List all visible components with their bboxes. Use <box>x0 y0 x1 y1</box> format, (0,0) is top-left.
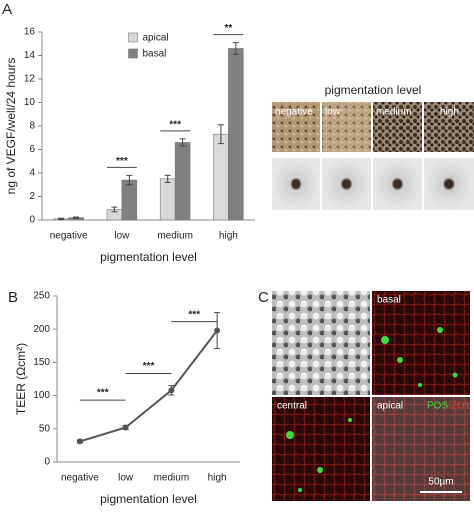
significance-label: *** <box>143 361 155 372</box>
pigmentation-photos <box>272 102 474 210</box>
micrographs <box>272 291 470 501</box>
panel-label: B <box>8 289 18 306</box>
y-tick-label: 14 <box>24 50 36 61</box>
y-tick-label: 0 <box>29 215 35 226</box>
y-tick-label: 10 <box>24 97 36 108</box>
micrograph <box>372 397 470 501</box>
photo-label: medium <box>376 107 412 118</box>
photo <box>373 102 422 152</box>
marker <box>122 424 129 431</box>
micrograph <box>272 397 370 501</box>
x-tick-label: high <box>219 231 238 242</box>
micrograph <box>272 291 370 395</box>
panel-label: A <box>2 1 12 18</box>
y-tick-label: 150 <box>33 357 50 368</box>
y-tick-label: 2 <box>29 191 35 202</box>
photo <box>424 102 474 152</box>
marker <box>168 387 175 394</box>
micro-label: apical <box>377 401 403 412</box>
scale-label: 50µm <box>428 477 453 488</box>
marker <box>214 327 221 334</box>
x-tick-label: medium <box>157 231 193 242</box>
y-tick-label: 6 <box>29 144 35 155</box>
x-tick-label: negative <box>50 231 88 242</box>
y-axis-label: TEER (Ωcm²) <box>14 343 28 415</box>
significance-label: *** <box>116 156 128 167</box>
legend-swatch <box>128 48 138 59</box>
stain-label: POS <box>427 401 448 412</box>
y-tick-label: 100 <box>33 390 50 401</box>
photo-label: negative <box>275 107 313 118</box>
legend-label: basal <box>143 49 167 60</box>
x-axis-label: pigmentation level <box>100 492 197 506</box>
photo <box>373 158 422 210</box>
y-tick-label: 250 <box>33 291 50 302</box>
photo <box>272 102 320 152</box>
legend-swatch <box>128 32 138 43</box>
legend-label: apical <box>143 33 169 44</box>
photo-label: low <box>325 107 341 118</box>
y-tick-label: 200 <box>33 324 50 335</box>
marker <box>76 438 83 445</box>
y-tick-label: 16 <box>24 27 36 38</box>
y-tick-label: 50 <box>39 423 51 434</box>
y-tick-label: 4 <box>29 168 35 179</box>
line <box>79 329 218 443</box>
significance-label: *** <box>188 309 200 320</box>
bar <box>159 178 176 221</box>
photo-label: high <box>440 107 459 118</box>
x-axis-label: pigmentation level <box>100 250 197 264</box>
micro-label: central <box>277 401 307 412</box>
x-tick-label: negative <box>61 473 99 484</box>
y-axis-label: ng of VEGF/well/24 hours <box>4 58 18 195</box>
y-tick-label: 0 <box>44 457 50 468</box>
significance-label: *** <box>97 388 109 399</box>
panel-label: C <box>258 289 269 306</box>
significance-label: *** <box>169 120 181 131</box>
photo <box>424 158 474 210</box>
photo <box>322 102 371 152</box>
x-tick-label: high <box>208 473 227 484</box>
y-tick-label: 12 <box>24 74 36 85</box>
bar <box>174 142 191 221</box>
photo <box>272 158 320 210</box>
significance-label: ** <box>224 23 232 34</box>
bar <box>213 133 229 221</box>
micrograph <box>372 291 470 395</box>
x-tick-label: low <box>118 473 134 484</box>
bar <box>121 179 138 221</box>
image-title: pigmentation level <box>325 83 422 97</box>
stain-label: /ZO1 <box>448 401 471 412</box>
photo <box>322 158 371 210</box>
y-tick-label: 8 <box>29 121 35 132</box>
micro-label: basal <box>377 295 401 306</box>
x-tick-label: medium <box>154 473 190 484</box>
x-tick-label: low <box>114 231 130 242</box>
bar <box>228 48 244 221</box>
